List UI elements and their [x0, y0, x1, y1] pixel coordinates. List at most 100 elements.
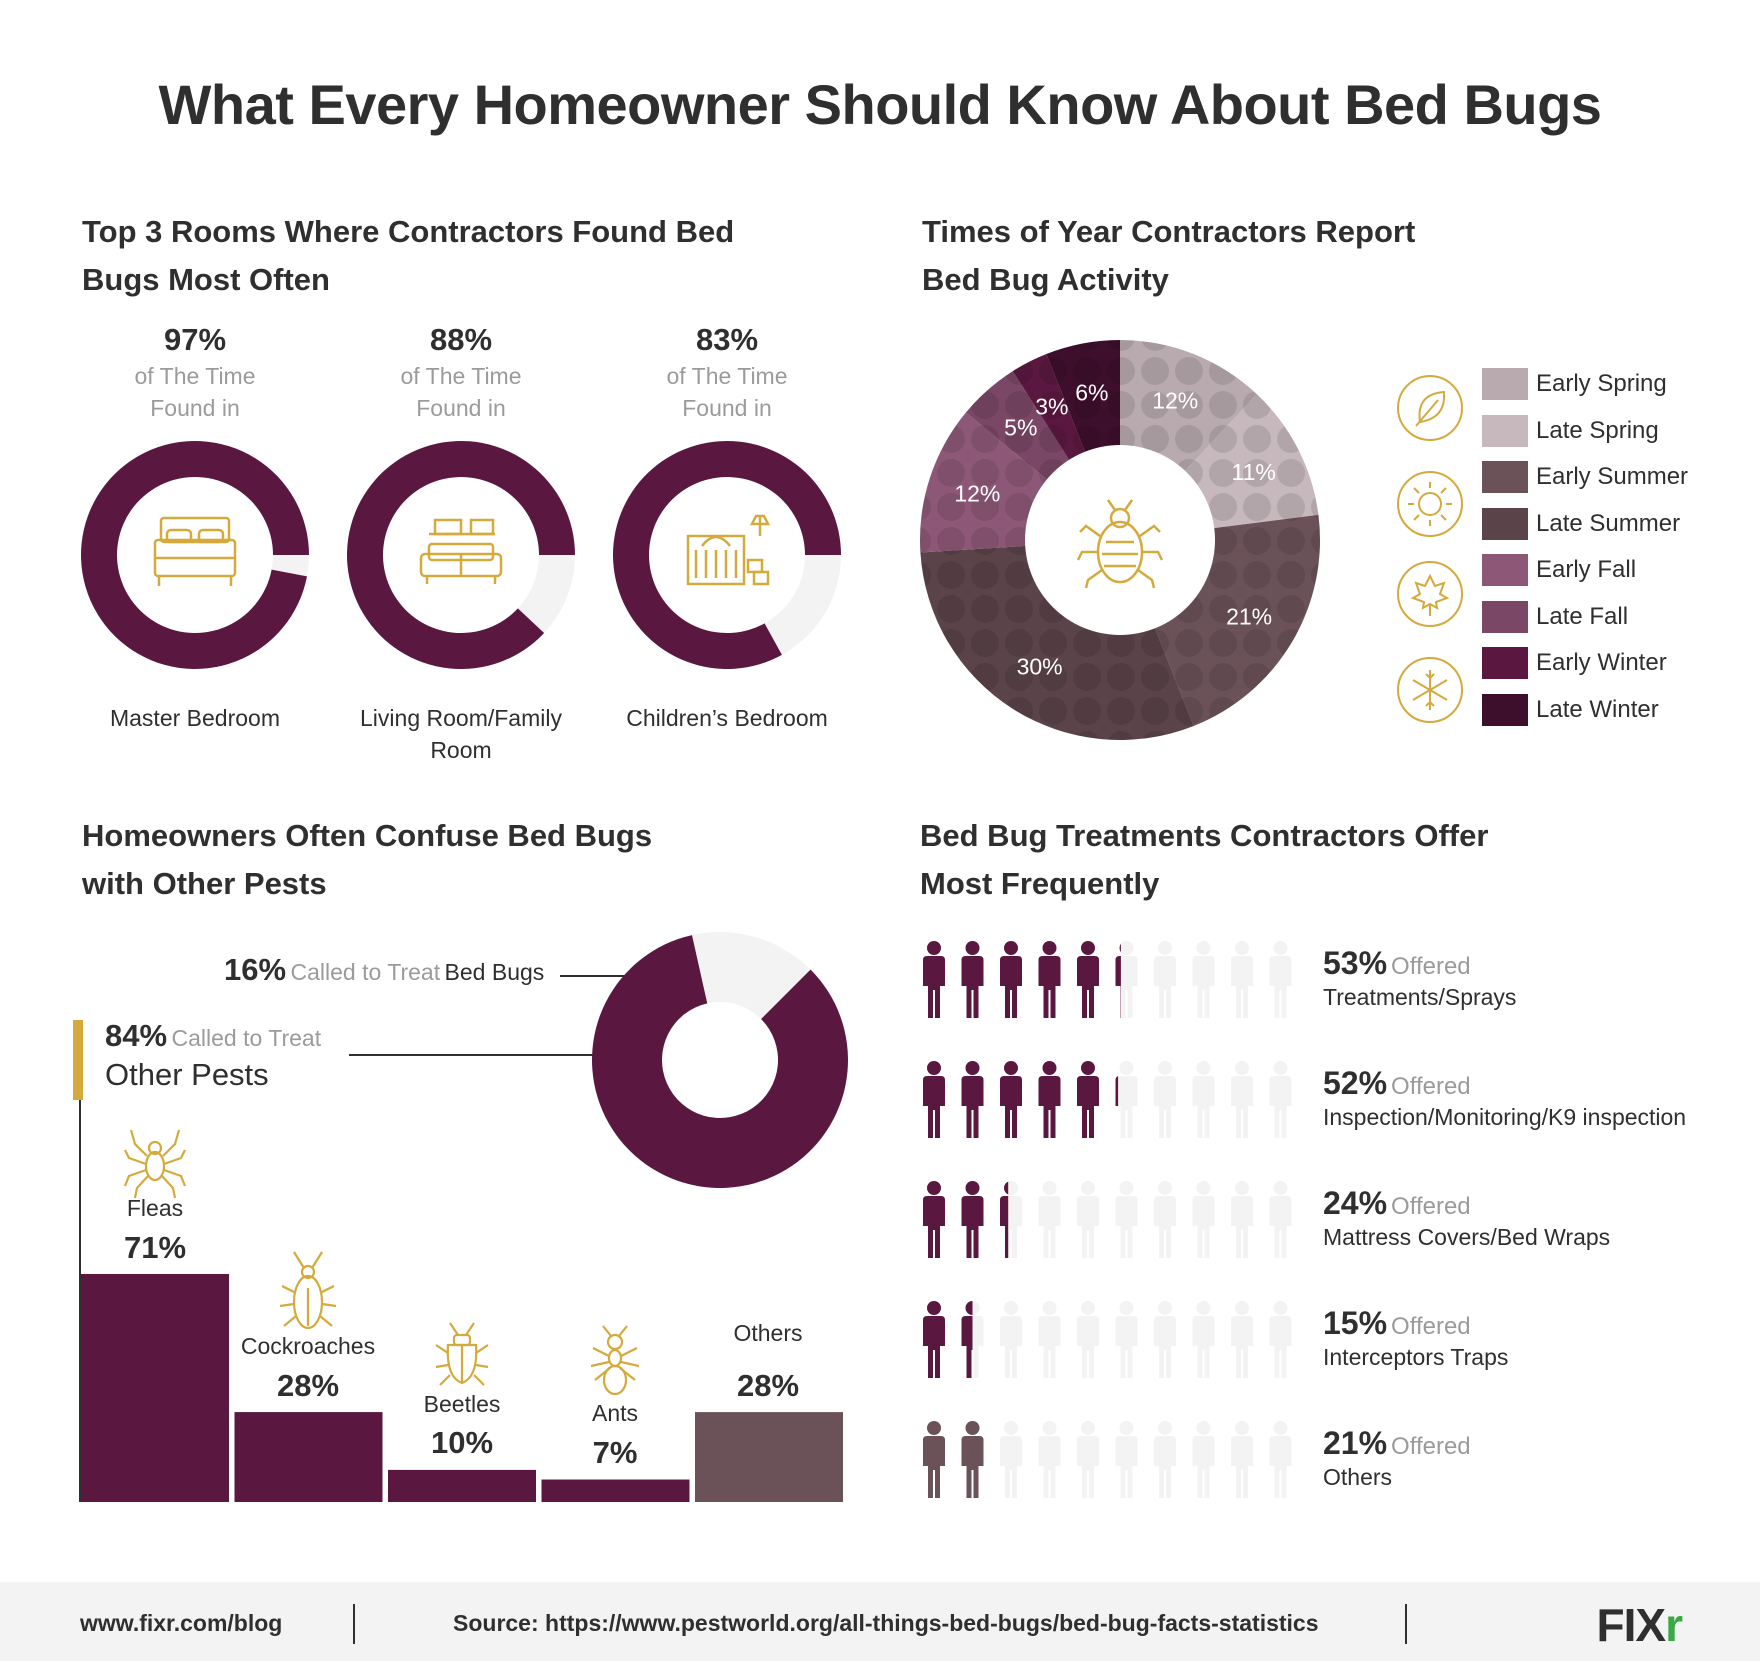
person-icon	[1154, 941, 1176, 1018]
seasons-title-line2: Bed Bug Activity	[922, 262, 1169, 297]
treatments-pictogram-chart	[923, 941, 1292, 1498]
treatment-offered-1: Offered	[1391, 953, 1471, 980]
room-sub-master-2: Found in	[150, 395, 240, 421]
treatment-row-5: 21% Offered Others	[1323, 1425, 1471, 1491]
footer: www.fixr.com/blog Source: https://www.pe…	[0, 1582, 1760, 1661]
room-pct-children: 83%	[695, 322, 759, 357]
legend-label: Late Winter	[1536, 695, 1659, 723]
pest-bar	[388, 1469, 536, 1502]
legend-swatch	[1482, 414, 1528, 447]
person-icon	[1192, 1181, 1215, 1258]
leaf-icon	[1397, 375, 1463, 441]
seasons-donut-chart: 12% 11% 21% 30% 12% 5%3% 6%	[920, 340, 1320, 740]
bedbugs-connector	[560, 975, 635, 977]
person-icon	[1154, 1301, 1176, 1378]
rooms-section-title: Top 3 Rooms Where Contractors Found Bed …	[82, 208, 734, 304]
confuse-section-title: Homeowners Often Confuse Bed Bugs with O…	[82, 812, 652, 908]
ant-icon	[590, 1325, 640, 1396]
person-icon	[1231, 1181, 1253, 1258]
legend-label: Late Fall	[1536, 602, 1629, 630]
other-pct: 84%	[105, 1018, 168, 1053]
person-icon	[1038, 1061, 1061, 1138]
person-icon	[1000, 1061, 1022, 1138]
treatment-row-3: 24% Offered Mattress Covers/Bed Wraps	[1323, 1185, 1610, 1251]
person-icon	[1154, 1061, 1176, 1138]
person-icon	[1269, 1181, 1292, 1258]
legend-item: Early Spring	[1482, 368, 1667, 400]
confuse-slice-bed-bugs	[692, 932, 811, 1019]
footer-source-link[interactable]: Source: https://www.pestworld.org/all-th…	[453, 1610, 1319, 1636]
person-icon	[1000, 1421, 1022, 1498]
room-name-children: Children’s Bedroom	[626, 705, 828, 731]
legend-swatch	[1482, 600, 1528, 633]
person-icon	[1038, 1301, 1061, 1378]
treatment-name-3: Mattress Covers/Bed Wraps	[1323, 1224, 1611, 1250]
legend-swatch	[1482, 507, 1528, 540]
room-name-master: Master Bedroom	[109, 705, 280, 731]
rooms-title-line1: Top 3 Rooms Where Contractors Found Bed	[82, 214, 735, 249]
legend-swatch	[1482, 368, 1528, 400]
sun-icon	[1397, 471, 1463, 537]
treatment-name-2: Inspection/Monitoring/K9 inspection	[1323, 1104, 1687, 1130]
person-icon	[1154, 1421, 1176, 1498]
treatment-pct-4: 15%	[1323, 1305, 1388, 1341]
fixr-logo-accent: r	[1665, 1599, 1683, 1651]
seasons-title-line1: Times of Year Contractors Report	[922, 214, 1416, 249]
person-icon	[1231, 1061, 1253, 1138]
season-slice-label: 12%	[1152, 388, 1198, 414]
person-icon	[961, 1061, 984, 1138]
legend-label: Late Spring	[1536, 416, 1659, 444]
beetle-icon	[435, 1322, 489, 1386]
pest-pct-others: 28%	[736, 1368, 800, 1403]
room-sub-master-1: of The Time	[134, 363, 256, 389]
treatments-section-title: Bed Bug Treatments Contractors Offer Mos…	[920, 812, 1488, 908]
maple-leaf-icon	[1397, 561, 1463, 627]
pest-bar	[541, 1479, 690, 1502]
room-sub-living-2: Found in	[416, 395, 506, 421]
legend-swatch	[1482, 647, 1528, 679]
legend-item: Late Winter	[1482, 693, 1659, 726]
bed-icon	[153, 516, 237, 586]
person-icon	[1192, 1421, 1215, 1498]
confuse-slice-other-pests	[592, 935, 848, 1188]
person-icon	[1077, 1181, 1099, 1258]
season-slice-label: 30%	[1017, 654, 1063, 680]
footer-blog-link[interactable]: www.fixr.com/blog	[80, 1610, 283, 1636]
person-icon	[1115, 1061, 1138, 1138]
treatment-pct-3: 24%	[1323, 1185, 1388, 1221]
rooms-donut-charts	[80, 440, 841, 670]
person-icon	[1115, 1421, 1138, 1498]
person-icon	[1192, 1301, 1215, 1378]
other-text2: Other Pests	[105, 1057, 269, 1092]
pests-bar-chart	[81, 1129, 843, 1502]
other-pests-connector	[349, 1054, 601, 1056]
crib-icon	[686, 514, 771, 586]
legend-item: Early Summer	[1482, 461, 1688, 493]
legend-item: Early Winter	[1482, 647, 1667, 679]
pest-label-fleas: Fleas	[126, 1195, 184, 1221]
treatment-row-2: 52% Offered Inspection/Monitoring/K9 insp…	[1323, 1065, 1686, 1131]
sofa-icon	[419, 518, 503, 584]
pest-pct-ants: 7%	[592, 1435, 638, 1470]
treatment-offered-4: Offered	[1391, 1313, 1471, 1340]
person-icon	[961, 1181, 984, 1258]
season-slice-label: 12%	[954, 481, 1000, 507]
snowflake-icon	[1397, 657, 1463, 723]
legend-swatch	[1482, 461, 1528, 493]
person-icon	[1192, 941, 1215, 1018]
fixr-logo-main: FIX	[1596, 1599, 1667, 1651]
person-icon	[1269, 941, 1292, 1018]
room-name-living-2: Room	[430, 737, 492, 763]
legend-item: Early Fall	[1482, 554, 1636, 586]
legend-label: Early Summer	[1536, 463, 1689, 490]
legend-item: Late Spring	[1482, 414, 1659, 447]
season-slice-label: 5%	[1004, 414, 1037, 440]
treatment-name-4: Interceptors Traps	[1323, 1344, 1509, 1370]
person-icon	[1154, 1181, 1176, 1258]
person-icon	[1000, 941, 1022, 1018]
treatment-offered-5: Offered	[1391, 1433, 1471, 1460]
season-slice-label: 3%	[1035, 393, 1068, 419]
treatment-name-5: Others	[1323, 1464, 1393, 1490]
room-donut-arc	[613, 441, 841, 670]
person-icon	[923, 1181, 945, 1258]
